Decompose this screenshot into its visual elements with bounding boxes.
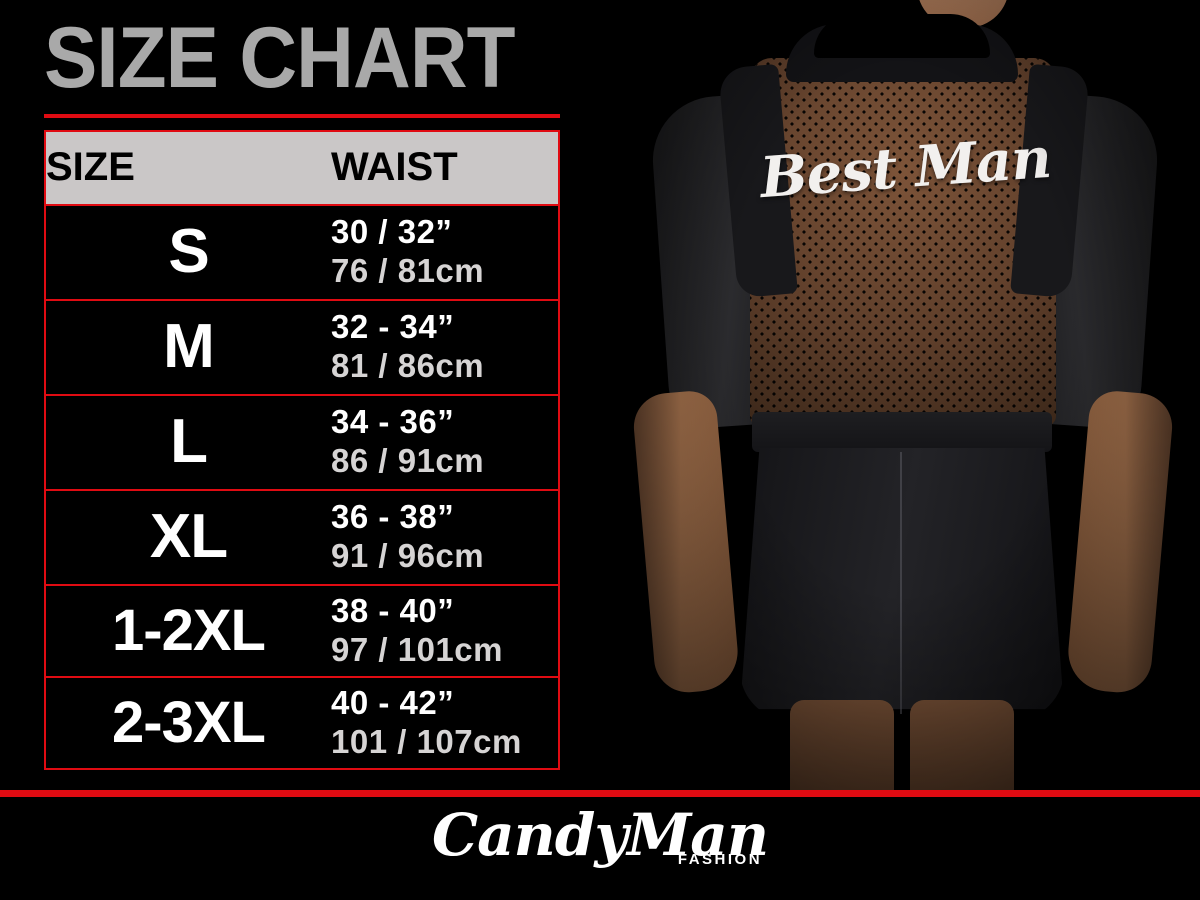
shirt-collar-opening — [814, 14, 990, 58]
size-label: 2-3XL — [112, 689, 266, 755]
size-label: 1-2XL — [112, 597, 266, 663]
page-title: SIZE CHART — [44, 10, 516, 106]
product-photo: Best Man — [600, 0, 1200, 792]
title-underline-rule — [44, 113, 560, 118]
size-chart-panel: SIZE CHART SIZE WAIST S 30 / 32” 76 / 81… — [44, 10, 560, 770]
size-table: SIZE WAIST S 30 / 32” 76 / 81cm M 32 - 3… — [44, 129, 560, 770]
brand-name: CandyMan — [431, 801, 769, 869]
table-row: 1-2XL 38 - 40” 97 / 101cm — [45, 585, 559, 677]
waist-inches: 36 - 38” — [331, 498, 455, 536]
waist-inches: 34 - 36” — [331, 403, 455, 441]
table-row: M 32 - 34” 81 / 86cm — [45, 300, 559, 395]
waist-value: 30 / 32” 76 / 81cm — [331, 205, 559, 300]
waist-centimeters: 101 / 107cm — [331, 722, 522, 760]
column-header-size: SIZE — [46, 145, 135, 190]
waist-value: 40 - 42” 101 / 107cm — [331, 677, 559, 769]
waist-inches: 30 / 32” — [331, 213, 453, 251]
table-row: S 30 / 32” 76 / 81cm — [45, 205, 559, 300]
bottom-divider-rule — [0, 790, 1200, 797]
size-label: S — [168, 217, 209, 287]
waist-centimeters: 81 / 86cm — [331, 347, 485, 385]
mesh-back-panel — [750, 58, 1056, 426]
waist-inches: 38 - 40” — [331, 591, 455, 629]
size-label: M — [163, 312, 215, 382]
model-leg-right — [910, 700, 1014, 792]
brand-tagline: FASHION — [677, 851, 763, 868]
waist-value: 38 - 40” 97 / 101cm — [331, 585, 559, 677]
table-row: 2-3XL 40 - 42” 101 / 107cm — [45, 677, 559, 769]
waist-value: 36 - 38” 91 / 96cm — [331, 490, 559, 585]
column-header-waist: WAIST — [331, 145, 458, 190]
skirt-center-seam — [900, 452, 902, 714]
table-header-row: SIZE WAIST — [45, 130, 559, 205]
waist-centimeters: 91 / 96cm — [331, 537, 485, 575]
brand-footer: CandyMan FASHION — [0, 806, 1200, 868]
waist-inches: 40 - 42” — [331, 683, 455, 721]
waist-inches: 32 - 34” — [331, 308, 455, 346]
waist-value: 32 - 34” 81 / 86cm — [331, 300, 559, 395]
size-label: L — [170, 407, 208, 477]
brand-logo: CandyMan FASHION — [432, 806, 769, 868]
table-row: L 34 - 36” 86 / 91cm — [45, 395, 559, 490]
waist-centimeters: 76 / 81cm — [331, 252, 485, 290]
table-row: XL 36 - 38” 91 / 96cm — [45, 490, 559, 585]
waist-centimeters: 86 / 91cm — [331, 442, 485, 480]
model-leg-left — [790, 700, 894, 792]
skirt-waistband — [752, 412, 1052, 452]
waist-value: 34 - 36” 86 / 91cm — [331, 395, 559, 490]
size-label: XL — [149, 502, 228, 572]
skirt-body — [740, 448, 1064, 710]
waist-centimeters: 97 / 101cm — [331, 630, 503, 668]
